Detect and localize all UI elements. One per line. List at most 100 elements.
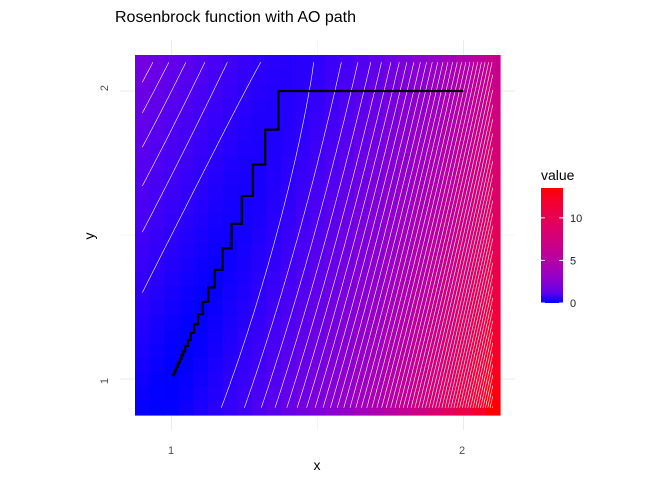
contour-line (142, 62, 342, 408)
heatmap-tile (441, 55, 457, 70)
heatmap-tile (310, 386, 326, 402)
heatmap-tile (397, 400, 413, 416)
heatmap-tile (193, 112, 209, 128)
contour-line (475, 331, 493, 408)
contour-line (142, 62, 315, 408)
heatmap-tile (310, 400, 326, 416)
heatmap-tile (164, 371, 180, 387)
heatmap-tile (324, 285, 340, 301)
heatmap-tile (251, 127, 267, 142)
heatmap-tile (208, 98, 224, 114)
heatmap-tile (295, 314, 311, 330)
contour-line (403, 62, 486, 408)
heatmap-tile (193, 213, 209, 229)
heatmap-tile (485, 98, 501, 114)
heatmap-tile (222, 83, 238, 99)
heatmap-tile (412, 199, 428, 214)
legend-title: value (541, 167, 575, 183)
heatmap-tile (222, 328, 238, 344)
contour-line (444, 200, 493, 408)
heatmap-tile (354, 127, 370, 142)
heatmap-tile (339, 55, 355, 70)
ao-path (171, 89, 464, 377)
heatmap-tile (222, 357, 238, 373)
heatmap-tile (412, 127, 428, 142)
heatmap-tile (237, 343, 253, 358)
heatmap-tile (485, 112, 501, 128)
heatmap-tile (193, 400, 209, 416)
heatmap-tile (295, 400, 311, 416)
heatmap-tile (178, 242, 194, 258)
heatmap-tile (339, 184, 355, 200)
heatmap-tile (208, 112, 224, 128)
heatmap-tile (266, 256, 282, 272)
heatmap-tile (135, 314, 151, 330)
heatmap-tile (266, 357, 282, 373)
heatmap-tile (193, 357, 209, 373)
heatmap-tile (456, 271, 472, 286)
heatmap-tile (251, 155, 267, 171)
legend-break-label: 10 (570, 213, 582, 225)
heatmap-tile (222, 256, 238, 272)
heatmap-tile (310, 184, 326, 200)
contour-line (462, 274, 493, 408)
contour-line (450, 226, 493, 408)
heatmap-tile (222, 400, 238, 416)
contour-line (381, 62, 467, 408)
heatmap-tile (222, 98, 238, 114)
legend-break-label: 5 (570, 255, 576, 267)
heatmap-tile (383, 184, 399, 200)
heatmap-tile (368, 271, 384, 286)
heatmap-tile (178, 400, 194, 416)
heatmap-tile (339, 112, 355, 128)
contour-line (337, 62, 427, 408)
heatmap-tile (164, 112, 180, 128)
heatmap-tile (237, 55, 253, 70)
heatmap-tile (412, 328, 428, 344)
heatmap-tile (178, 127, 194, 142)
x-axis-label: x (314, 457, 321, 473)
heatmap-tile (149, 55, 165, 70)
heatmap-tile (281, 227, 297, 243)
heatmap-tile (149, 357, 165, 373)
contour-line (453, 238, 493, 408)
heatmap-tile (427, 227, 443, 243)
heatmap-tile (441, 112, 457, 128)
heatmap-tile (324, 357, 340, 373)
heatmap-tile (470, 227, 486, 243)
heatmap-tile (368, 98, 384, 114)
heatmap-tile (208, 155, 224, 171)
heatmap-tile (281, 170, 297, 186)
heatmap-tile (324, 213, 340, 229)
contour-line (314, 62, 408, 408)
heatmap-tile (383, 343, 399, 358)
heatmap-tile (208, 314, 224, 330)
heatmap-tile (208, 357, 224, 373)
heatmap-tile (164, 285, 180, 301)
heatmap-tile (310, 199, 326, 214)
heatmap-tile (193, 199, 209, 214)
heatmap-tile (149, 271, 165, 286)
heatmap-tile (178, 170, 194, 186)
heatmap-tile (222, 314, 238, 330)
heatmap-tile (222, 155, 238, 171)
heatmap-tile (149, 386, 165, 402)
heatmap-tile (397, 98, 413, 114)
contour-line (343, 62, 433, 408)
heatmap-tile (412, 170, 428, 186)
heatmap-tile (470, 83, 486, 99)
heatmap-tile (368, 371, 384, 387)
heatmap-tile (266, 127, 282, 142)
contour-line (489, 396, 493, 408)
heatmap-tile (237, 170, 253, 186)
heatmap-tile (164, 213, 180, 229)
heatmap-tile (310, 98, 326, 114)
contour-line (361, 62, 449, 408)
heatmap-tile (222, 69, 238, 85)
heatmap-tile (193, 314, 209, 330)
heatmap-tile (456, 55, 472, 70)
contour-lines (142, 62, 493, 408)
heatmap-tile (383, 127, 399, 142)
heatmap-tile (281, 343, 297, 358)
